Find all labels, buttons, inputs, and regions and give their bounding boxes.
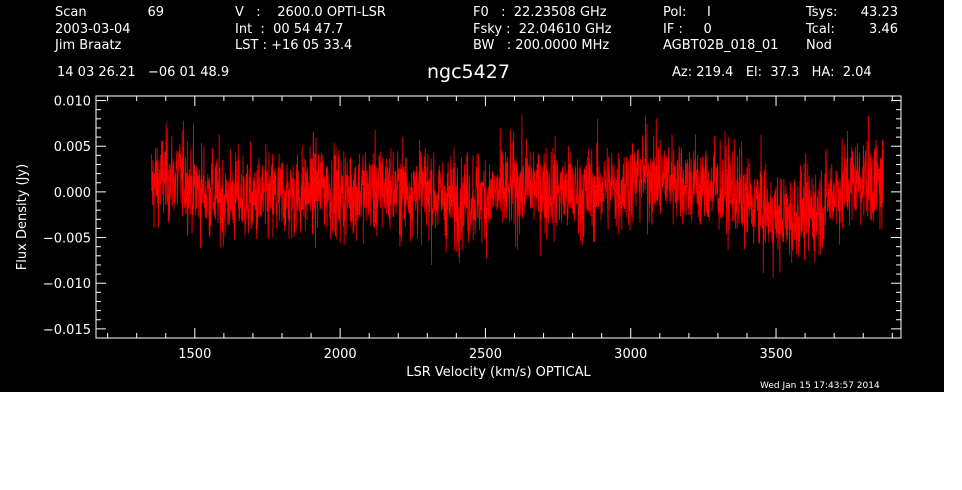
x-axis-label: LSR Velocity (km/s) OPTICAL [406,365,591,380]
obs-date: 2003-03-04 [55,22,131,37]
spectrum-chart: 0.010 0.005 0.000 −0.005 −0.010 −0.015 1500 20… [15,95,902,380]
integration-line: Int : 00 54 47.7 [235,22,344,37]
velocity-line: V : 2600.0 OPTI-LSR [235,5,386,20]
y-tick-label: −0.015 [43,323,91,338]
y-tick-label: 0.005 [54,140,91,155]
f0-line: F0 : 22.23508 GHz [473,5,607,20]
y-axis-label: Flux Density (Jy) [15,164,30,270]
timestamp: Wed Jan 15 17:43:57 2014 [760,381,880,391]
x-tick-label: 1500 [178,347,211,362]
x-tick-label: 3000 [614,347,647,362]
tcal-label: Tcal: [806,22,835,37]
x-tick-label: 2500 [469,347,502,362]
y-tick-label: −0.005 [43,232,91,247]
tcal-value: 3.46 [869,22,898,37]
x-axis: 1500 2000 2500 3000 3500 [107,96,893,362]
x-tick-label: 3500 [759,347,792,362]
fsky-line: Fsky : 22.04610 GHz [473,22,612,37]
az-el-ha: Az: 219.4 El: 37.3 HA: 2.04 [672,65,872,80]
source-coordinates: 14 03 26.21 −06 01 48.9 [57,65,230,80]
bandwidth-line: BW : 200.0000 MHz [473,38,610,53]
y-axis: 0.010 0.005 0.000 −0.005 −0.010 −0.015 [43,95,901,339]
chart-title: ngc5427 [427,61,510,83]
scan-value: 69 [147,5,164,20]
spectrum-series [150,114,884,278]
nod-mode: Nod [806,38,832,53]
y-tick-label: 0.010 [54,95,91,110]
spectrum-line [150,114,884,278]
observer-name: Jim Braatz [55,38,122,53]
pol-line: Pol: I [663,5,711,20]
project-id: AGBT02B_018_01 [663,38,779,53]
scan-label: Scan [55,5,87,20]
tsys-label: Tsys: [806,5,838,20]
plot-frame [95,95,902,339]
y-tick-label: −0.010 [43,277,91,292]
x-tick-label: 2000 [324,347,357,362]
lst-line: LST : +16 05 33.4 [235,38,353,53]
if-line: IF : 0 [663,22,712,37]
y-tick-label: 0.000 [54,186,91,201]
tsys-value: 43.23 [860,5,898,20]
